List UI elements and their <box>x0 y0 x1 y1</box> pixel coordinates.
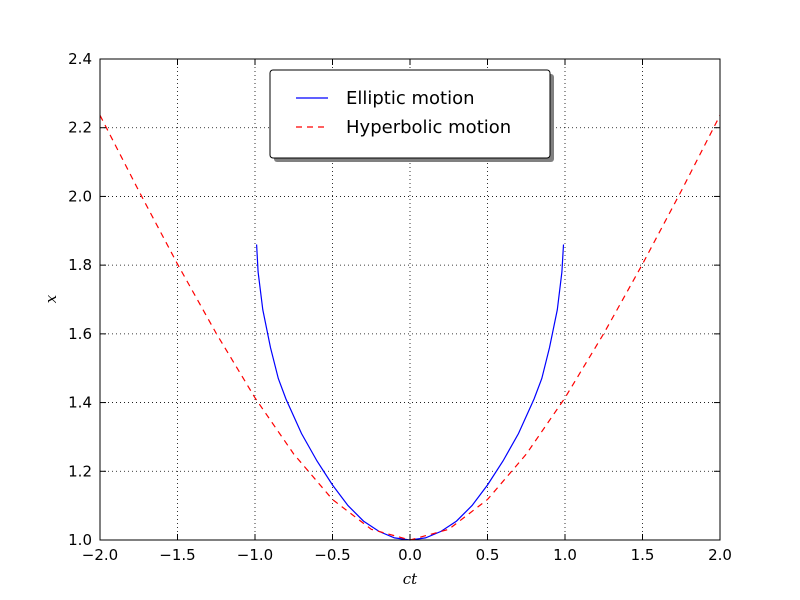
y-tick-label: 1.0 <box>68 531 92 549</box>
x-axis-label: ct <box>403 570 418 588</box>
legend-label: Hyperbolic motion <box>346 117 511 138</box>
y-tick-label: 1.4 <box>68 394 92 412</box>
y-tick-label: 2.0 <box>68 187 92 205</box>
y-tick-label: 1.6 <box>68 325 92 343</box>
ticks: −2.0 −1.5 −1.0 −0.5 0.0 0.5 1.0 1.5 2.0 1.0 1.2 1.4… <box>68 50 732 564</box>
y-tick-label: 2.4 <box>68 50 92 68</box>
x-tick-label: 0.0 <box>398 546 422 564</box>
legend-label: Elliptic motion <box>346 88 475 109</box>
x-tick-label: 0.5 <box>476 546 500 564</box>
y-tick-label: 1.2 <box>68 462 92 480</box>
x-tick-label: −1.5 <box>159 546 195 564</box>
y-tick-label: 2.2 <box>68 119 92 137</box>
y-axis-label: x <box>42 294 60 303</box>
y-tick-label: 1.8 <box>68 256 92 274</box>
x-tick-label: 1.0 <box>553 546 577 564</box>
x-tick-label: −1.0 <box>237 546 273 564</box>
legend: Elliptic motion Hyperbolic motion <box>269 69 554 162</box>
x-tick-label: 2.0 <box>708 546 732 564</box>
x-tick-label: 1.5 <box>631 546 655 564</box>
x-tick-label: −2.0 <box>82 546 118 564</box>
x-tick-label: −0.5 <box>314 546 350 564</box>
legend-box <box>269 69 551 159</box>
